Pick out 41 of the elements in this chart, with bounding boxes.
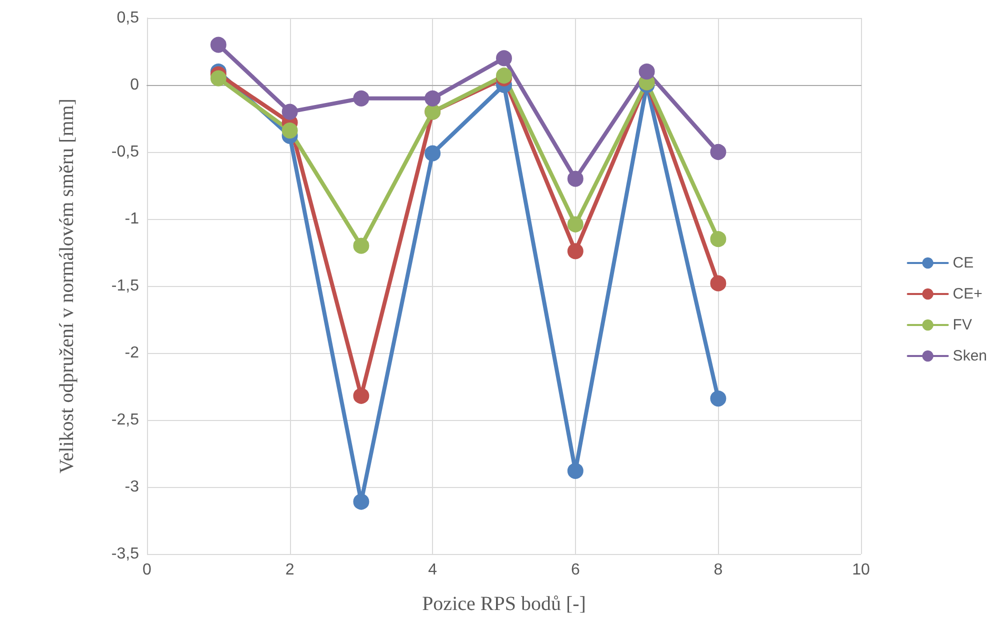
point	[210, 36, 226, 53]
point	[638, 64, 655, 80]
point	[282, 122, 298, 139]
legend-label: CE+	[952, 286, 983, 302]
legend-label: Sken	[952, 348, 988, 364]
point	[567, 216, 584, 232]
x-tick-label: 8	[714, 562, 723, 578]
x-axis-title: Pozice RPS bodů [-]	[422, 593, 586, 615]
point	[710, 275, 726, 292]
legend-label: CE	[952, 254, 974, 272]
x-tick-label: 10	[852, 562, 870, 578]
x-tick-label: 2	[285, 562, 294, 578]
point	[710, 390, 726, 407]
y-tick-label: -1,5	[111, 278, 140, 294]
point	[567, 243, 584, 260]
x-tick-label: 0	[142, 562, 152, 578]
point	[710, 231, 726, 248]
point	[353, 90, 370, 106]
point	[353, 388, 370, 404]
point	[567, 170, 584, 187]
point	[282, 104, 298, 120]
point	[353, 494, 370, 510]
y-tick-label: 0	[130, 76, 140, 94]
legend-label: FV	[952, 316, 972, 334]
y-tick-label: -0,5	[111, 144, 140, 160]
point	[567, 462, 584, 479]
point	[210, 70, 226, 86]
y-tick-label: -3	[124, 478, 140, 496]
y-tick-label: -2	[124, 344, 140, 362]
y-tick-label: -1	[124, 210, 140, 228]
point	[710, 144, 726, 160]
point	[353, 238, 370, 254]
point	[424, 90, 441, 106]
point	[424, 145, 441, 162]
x-tick-label: 4	[428, 562, 438, 578]
y-axis-title: Velikost odpružení v normálovém směru [mm]	[56, 98, 78, 474]
y-tick-label: -2,5	[111, 412, 140, 428]
point	[496, 50, 512, 66]
y-tick-label: 0,5	[116, 10, 140, 26]
x-tick-label: 6	[570, 562, 580, 578]
y-tick-label: -3,5	[111, 546, 140, 562]
